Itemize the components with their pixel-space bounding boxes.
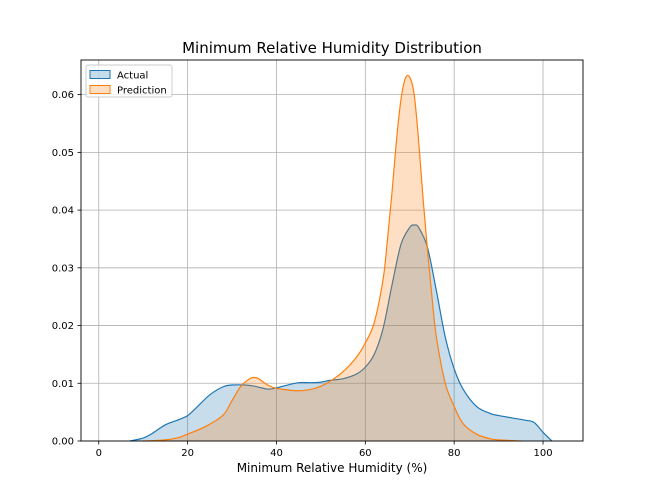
x-tick-label: 40 [270,448,283,459]
legend-swatch-prediction [89,85,111,94]
x-axis: 0 20 40 60 80 100 [96,441,553,459]
x-axis-title: Minimum Relative Humidity (%) [237,461,428,475]
x-tick-label: 80 [448,448,461,459]
legend-label-actual: Actual [117,71,148,82]
y-axis: 0.00 0.01 0.02 0.03 0.04 0.05 0.06 [52,90,81,448]
plot-frame [80,59,584,442]
x-tick-label: 100 [533,448,552,459]
legend: Actual Prediction [85,64,173,98]
series-line-prediction [143,74,521,442]
series-areas [129,74,553,442]
grid [81,60,583,442]
series-line-actual [129,224,553,442]
legend-swatch-actual [89,70,111,79]
y-tick-label: 0.02 [52,321,74,332]
y-tick-label: 0.01 [52,379,74,390]
x-tick-label: 20 [181,448,194,459]
series-area-prediction [143,75,521,441]
y-tick-label: 0.06 [52,90,74,101]
y-tick-label: 0.05 [52,148,74,159]
x-tick-label: 60 [359,448,372,459]
y-tick-label: 0.04 [52,206,74,217]
x-tick-label: 0 [96,448,102,459]
legend-label-prediction: Prediction [117,86,167,97]
legend-box [85,64,173,98]
chart-title: Minimum Relative Humidity Distribution [182,39,482,57]
y-tick-label: 0.00 [52,437,74,448]
y-tick-label: 0.03 [52,263,74,274]
